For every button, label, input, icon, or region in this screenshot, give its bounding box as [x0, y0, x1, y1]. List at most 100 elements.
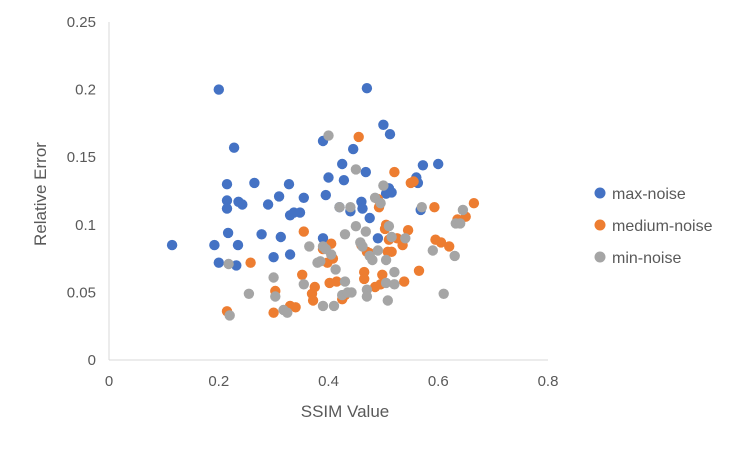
data-point [232, 239, 244, 251]
data-point [273, 191, 285, 202]
data-point [386, 187, 397, 198]
data-point [417, 160, 429, 171]
x-tick-label: 0.4 [318, 373, 339, 390]
legend-marker [594, 251, 606, 263]
data-point [294, 207, 306, 218]
data-point [435, 237, 447, 248]
x-tick-label: 0 [105, 373, 113, 390]
data-point [221, 179, 233, 190]
data-point [372, 233, 384, 244]
data-point [339, 229, 351, 240]
legend-label: medium-noise [612, 218, 713, 235]
data-point [304, 241, 315, 252]
data-point [444, 241, 455, 252]
legend-marker [594, 187, 606, 199]
data-point [298, 192, 309, 203]
data-point [221, 195, 233, 206]
data-point [317, 233, 329, 244]
data-point [320, 189, 331, 201]
data-point [243, 288, 255, 299]
data-point [275, 231, 286, 243]
data-point [361, 291, 373, 302]
y-tick-label: 0.15 [67, 149, 96, 166]
y-tick-label: 0.2 [75, 82, 96, 99]
data-point [223, 258, 234, 270]
data-point [360, 166, 371, 178]
data-point [245, 257, 256, 268]
data-point [290, 302, 301, 313]
data-point [237, 199, 248, 210]
data-point [378, 119, 389, 130]
data-point [209, 239, 220, 251]
axes-group: 0 0.2 0.4 0.6 0.8 0 0.05 0.1 0.15 0.2 0.25 [67, 14, 559, 390]
data-point [228, 142, 240, 153]
data-point [399, 276, 410, 287]
data-point [298, 226, 309, 237]
data-point [339, 276, 351, 287]
data-point [416, 202, 427, 213]
data-point [413, 265, 425, 276]
data-point [323, 172, 334, 183]
data-point [268, 252, 279, 263]
data-point [357, 203, 368, 214]
data-point [307, 295, 319, 306]
legend-label: max-noise [612, 186, 686, 203]
data-point [330, 264, 341, 275]
legend: max-noise medium-noise min-noise [594, 186, 713, 267]
data-point [166, 239, 178, 251]
data-point [389, 266, 400, 278]
data-point [315, 256, 326, 267]
data-point [361, 83, 373, 94]
data-point [402, 225, 414, 236]
data-point [348, 143, 359, 155]
data-point [350, 221, 362, 232]
data-point [297, 269, 308, 280]
data-point [213, 257, 224, 268]
data-points-group [166, 83, 480, 321]
data-point [382, 295, 393, 306]
data-point [222, 227, 234, 239]
data-point [372, 245, 384, 256]
data-point [268, 307, 279, 318]
data-point [345, 202, 356, 213]
data-point [262, 199, 274, 210]
data-point [455, 218, 466, 229]
data-point [457, 204, 469, 216]
data-point [389, 279, 400, 290]
data-point [429, 202, 440, 213]
x-tick-label: 0.6 [428, 373, 449, 390]
data-point [298, 279, 309, 290]
data-point [389, 166, 400, 178]
y-tick-label: 0.25 [67, 14, 96, 31]
y-tick-label: 0 [88, 352, 96, 369]
data-point [438, 288, 449, 299]
data-point [377, 269, 388, 280]
series-min-noise [223, 130, 469, 321]
data-point [268, 272, 279, 283]
data-point [375, 198, 386, 209]
data-point [383, 221, 395, 232]
data-point [367, 254, 378, 266]
data-point [380, 277, 392, 289]
data-point [378, 180, 389, 191]
data-point [323, 130, 334, 141]
data-point [427, 245, 438, 256]
data-point [400, 233, 411, 244]
data-point [256, 229, 267, 240]
data-point [213, 84, 224, 95]
y-axis-title: Relative Error [31, 142, 50, 246]
data-point [334, 202, 345, 213]
y-tick-label: 0.05 [67, 284, 96, 301]
data-point [346, 287, 357, 298]
data-point [337, 158, 348, 170]
x-tick-label: 0.8 [538, 373, 559, 390]
data-point [364, 212, 375, 224]
data-point [357, 241, 368, 252]
data-point [224, 310, 235, 321]
data-point [282, 307, 293, 318]
data-point [309, 281, 320, 293]
data-point [350, 164, 362, 175]
x-tick-label: 0.2 [208, 373, 229, 390]
